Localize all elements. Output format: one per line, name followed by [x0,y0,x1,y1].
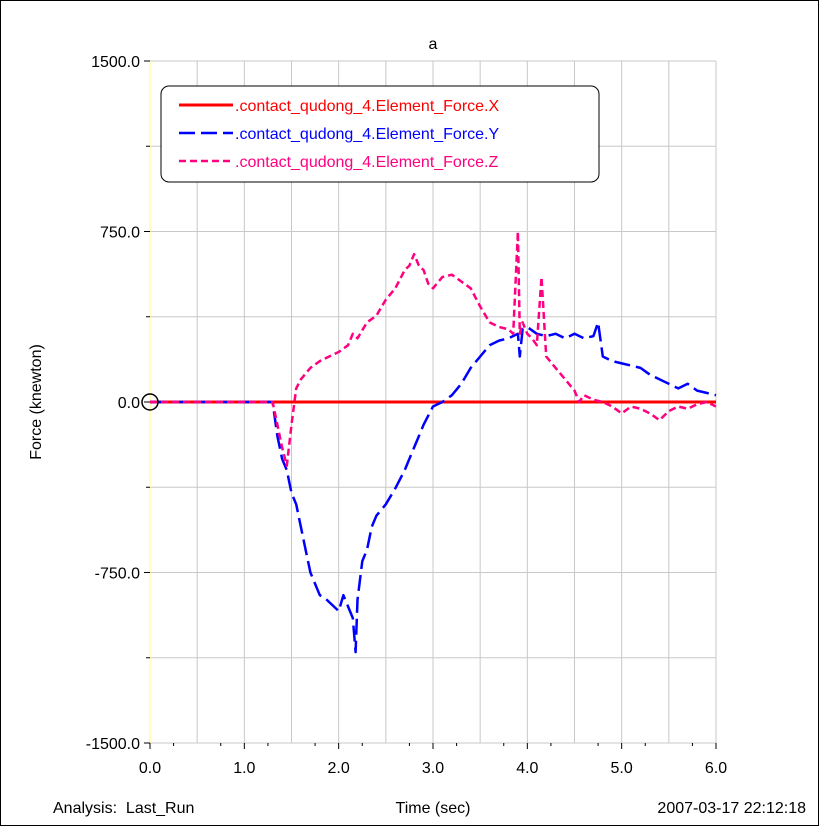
x-tick-label: 5.0 [611,760,633,777]
analysis-label: Analysis: Last_Run [53,800,194,817]
series-line-z [150,230,717,467]
legend-label-y: .contact_qudong_4.Element_Force.Y [235,126,500,143]
y-axis-label: Force (knewton) [28,344,45,460]
x-tick-label: 2.0 [328,760,350,777]
plot-area [141,230,717,654]
legend-box [160,85,600,183]
legend: .contact_qudong_4.Element_Force.X .contac… [160,85,600,183]
x-tick-label: 4.0 [516,760,538,777]
timestamp-label: 2007-03-17 22:12:18 [657,800,806,817]
x-tick-label: 6.0 [705,760,727,777]
legend-label-x: .contact_qudong_4.Element_Force.X [235,98,500,115]
x-tick-label: 0.0 [139,760,161,777]
y-tick-label: -1500.0 [86,736,140,753]
tick-labels: 0.0 1.0 2.0 3.0 4.0 5.0 6.0 1500.0 750.0 0.0 -750.… [86,54,727,777]
x-axis-label: Time (sec) [396,800,471,817]
y-tick-label: -750.0 [95,566,140,583]
series-line-y [150,321,717,654]
x-tick-label: 1.0 [233,760,255,777]
origin-marker [141,393,159,411]
y-tick-label: 0.0 [118,395,140,412]
legend-label-z: .contact_qudong_4.Element_Force.Z [235,154,499,171]
chart-title: a [429,36,438,53]
y-tick-label: 1500.0 [91,54,140,71]
x-tick-label: 3.0 [422,760,444,777]
y-tick-label: 750.0 [100,225,140,242]
